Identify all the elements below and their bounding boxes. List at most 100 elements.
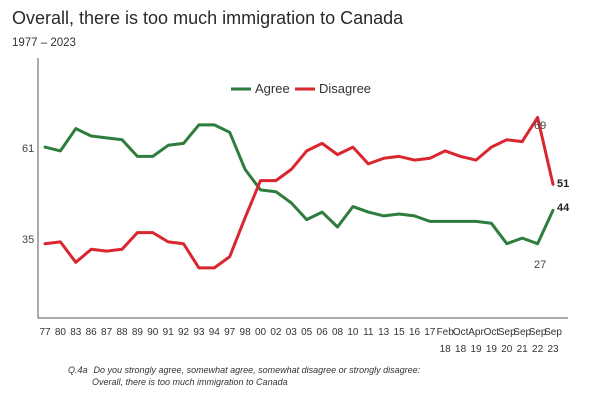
data-point-disagree <box>382 157 385 160</box>
data-point-agree <box>136 155 139 158</box>
data-point-agree <box>213 123 216 127</box>
data-point-disagree <box>167 240 170 244</box>
series-line-disagree <box>43 115 555 270</box>
data-point-disagree <box>367 162 370 166</box>
data-point-agree <box>90 134 93 138</box>
data-point-disagree <box>320 142 324 145</box>
data-label-agree-trough: 27 <box>534 259 546 271</box>
data-point-agree <box>167 144 170 147</box>
data-point-agree <box>259 188 262 192</box>
legend-agree-label: Agree <box>255 81 290 96</box>
chart-legend: Agree Disagree <box>231 81 371 96</box>
data-point-disagree <box>151 231 154 234</box>
data-point-agree <box>320 210 324 214</box>
data-point-disagree <box>136 231 139 234</box>
x-tick-label: Sep <box>529 327 547 338</box>
data-point-disagree <box>243 216 247 219</box>
x-tick-label: 03 <box>286 327 298 338</box>
data-point-agree <box>197 123 201 127</box>
data-point-disagree <box>120 248 124 251</box>
data-point-disagree <box>213 266 216 270</box>
data-label-agree-first: 61 <box>22 143 34 155</box>
data-point-disagree <box>413 158 416 162</box>
data-point-agree <box>74 127 78 130</box>
x-tick-label: 13 <box>378 327 390 338</box>
data-point-agree <box>290 201 293 205</box>
x-tick-label: 17 <box>424 327 436 338</box>
data-point-disagree <box>105 249 108 253</box>
x-tick-label-year: 23 <box>547 344 559 355</box>
x-tick-label: 00 <box>255 327 267 338</box>
x-tick-label: 93 <box>193 327 205 338</box>
data-label-agree-last: 44 <box>557 202 570 214</box>
data-point-disagree <box>259 179 262 182</box>
data-point-agree <box>105 136 108 140</box>
data-point-disagree <box>351 145 355 149</box>
x-tick-label: Feb <box>437 327 455 338</box>
data-label-disagree-peak: 69 <box>534 120 546 132</box>
data-point-agree <box>536 242 539 245</box>
data-point-agree <box>367 210 370 214</box>
data-point-disagree <box>551 183 555 186</box>
data-point-disagree <box>459 155 462 158</box>
data-point-disagree <box>90 248 93 251</box>
data-point-disagree <box>536 116 539 119</box>
x-tick-label: Sep <box>544 327 562 338</box>
data-point-disagree <box>444 149 447 153</box>
data-point-agree <box>382 214 385 218</box>
x-tick-label: Apr <box>468 327 484 338</box>
x-tick-label: 05 <box>301 327 313 338</box>
data-point-agree <box>351 205 355 208</box>
x-tick-label: 15 <box>394 327 406 338</box>
data-point-disagree <box>182 242 185 245</box>
data-point-agree <box>474 220 478 223</box>
x-tick-label-year: 21 <box>517 344 529 355</box>
data-point-agree <box>59 149 62 153</box>
x-tick-label-year: 18 <box>455 344 467 355</box>
data-point-agree <box>413 214 416 218</box>
x-tick-label: 02 <box>270 327 282 338</box>
legend-disagree-label: Disagree <box>319 81 371 96</box>
x-tick-label-year: 22 <box>532 344 544 355</box>
data-point-disagree <box>474 158 478 162</box>
x-tick-label: 90 <box>147 327 159 338</box>
data-point-disagree <box>290 168 293 171</box>
data-point-disagree <box>197 266 201 270</box>
x-tick-label: 97 <box>224 327 236 338</box>
data-point-agree <box>505 242 508 245</box>
data-label-disagree-first: 35 <box>22 234 34 246</box>
data-point-agree <box>521 236 524 240</box>
data-point-disagree <box>305 149 308 153</box>
data-point-agree <box>274 190 278 193</box>
chart-title: Overall, there is too much immigration t… <box>12 8 404 28</box>
data-point-disagree <box>397 155 401 158</box>
data-point-disagree <box>74 261 78 264</box>
x-tick-label-year: 19 <box>470 344 482 355</box>
x-tick-label: Sep <box>513 327 531 338</box>
x-tick-label: Sep <box>498 327 516 338</box>
x-tick-label: Oct <box>484 327 500 338</box>
x-tick-label: 77 <box>39 327 51 338</box>
x-tick-label: 06 <box>317 327 329 338</box>
data-point-agree <box>444 220 447 223</box>
x-tick-label: 10 <box>347 327 359 338</box>
data-point-disagree <box>490 145 493 149</box>
x-tick-label: 94 <box>209 327 221 338</box>
data-point-disagree <box>521 140 524 143</box>
data-point-agree <box>459 220 462 223</box>
data-point-agree <box>43 145 47 149</box>
x-tick-label: 87 <box>101 327 113 338</box>
data-point-disagree <box>228 255 231 258</box>
x-tick-label: 16 <box>409 327 421 338</box>
data-point-agree <box>228 131 231 134</box>
data-point-agree <box>243 168 247 171</box>
data-point-disagree <box>336 153 339 156</box>
x-tick-label: 86 <box>86 327 98 338</box>
data-point-agree <box>336 225 339 229</box>
x-tick-label-year: 20 <box>501 344 513 355</box>
data-point-agree <box>428 220 431 223</box>
data-point-disagree <box>505 138 508 141</box>
data-point-agree <box>397 212 401 216</box>
data-point-agree <box>151 155 154 158</box>
